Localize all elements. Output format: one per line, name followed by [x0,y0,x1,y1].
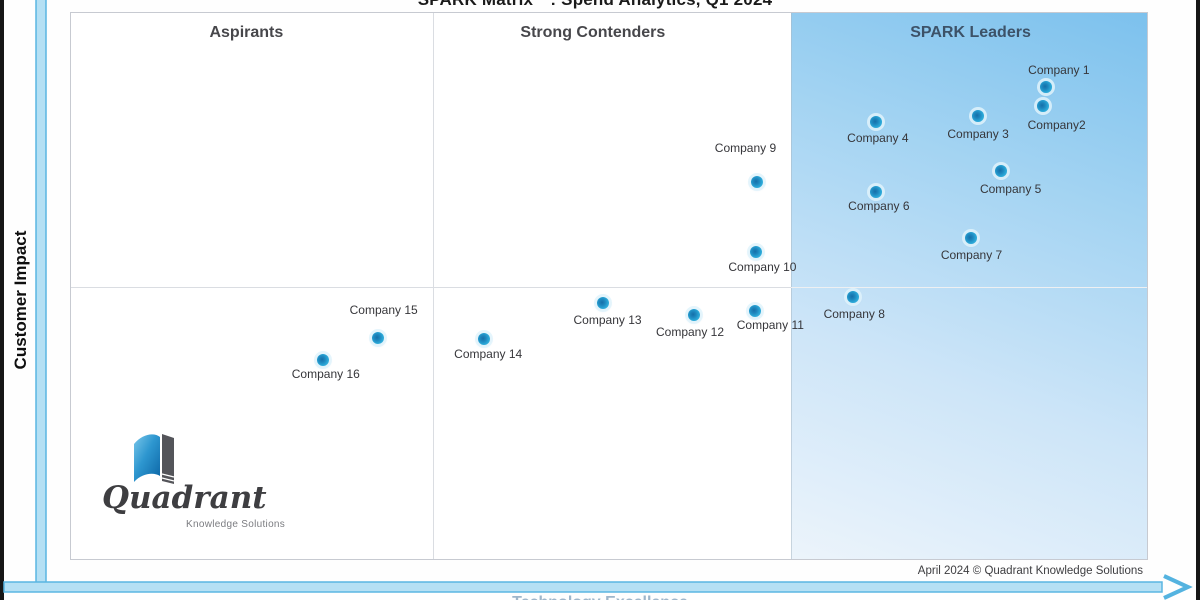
company-dot-label: Company 7 [940,247,1003,262]
x-axis-label: Technology Excellence [0,594,1200,600]
logo-tagline-text: Knowledge Solutions [186,519,286,530]
company-dot-label: Company2 [1027,118,1086,133]
company-dot [1039,81,1052,94]
company-dot [964,231,977,244]
logo-brand-text: Quadrant [102,480,267,516]
company-dot-label: Company 15 [349,302,418,317]
company-dot [750,246,763,259]
company-dot [371,331,384,344]
company-dot [869,186,882,199]
company-dot-label: Company 4 [847,131,909,146]
plot-area: Aspirants Strong Contenders SPARK Leader… [70,12,1148,560]
company-dot [972,109,985,122]
company-dot-label: Company 13 [573,312,642,327]
leaders-quadrant-background [790,13,1147,559]
company-dot-label: Company 1 [1028,63,1090,78]
company-dot [688,308,700,321]
company-dot [316,354,329,367]
y-axis-label: Customer Impact [11,230,30,370]
copyright-credit: April 2024 © Quadrant Knowledge Solution… [917,565,1143,577]
chart-title: SPARK Matrix™: Spend Analytics, Q1 2024 [95,0,1095,10]
screenshot-left-edge [0,0,4,600]
company-dot [478,332,491,345]
open-book-icon [134,434,175,484]
company-dot [869,116,882,129]
company-dot-label: Company 16 [291,367,360,382]
company-dot-label: Company 5 [979,181,1042,196]
company-dot [749,305,762,318]
quadrant-divider-horizontal [71,286,1147,288]
company-dot-label: Company 11 [736,318,804,333]
quadrant-logo: Quadrant Knowledge Solutions [100,430,320,534]
x-axis-arrow-bar [3,581,1163,593]
company-dot-label: Company 3 [947,126,1009,141]
y-axis-arrow-bar [35,0,47,586]
quadrant-label-strong-contenders: Strong Contenders [520,24,666,41]
company-dot [847,290,860,303]
company-dot [596,296,609,309]
company-dot-label: Company 10 [728,260,797,275]
company-dot-label: Company 14 [454,346,523,361]
company-dot [994,164,1007,177]
company-dot-label: Company 6 [848,199,910,214]
screenshot-right-edge [1196,0,1200,600]
company-dot [751,176,764,189]
quadrant-divider-vertical-1 [432,13,434,559]
quadrant-label-aspirants: Aspirants [209,24,284,41]
quadrant-divider-vertical-2 [790,13,792,559]
company-dot-label: Company 9 [714,141,777,156]
company-dot [1036,100,1049,113]
quadrant-divider-horizontal-overlay [790,286,1147,288]
company-dot-label: Company 12 [655,324,725,339]
quadrant-label-spark-leaders: SPARK Leaders [910,24,1031,41]
company-dot-label: Company 8 [823,306,885,321]
